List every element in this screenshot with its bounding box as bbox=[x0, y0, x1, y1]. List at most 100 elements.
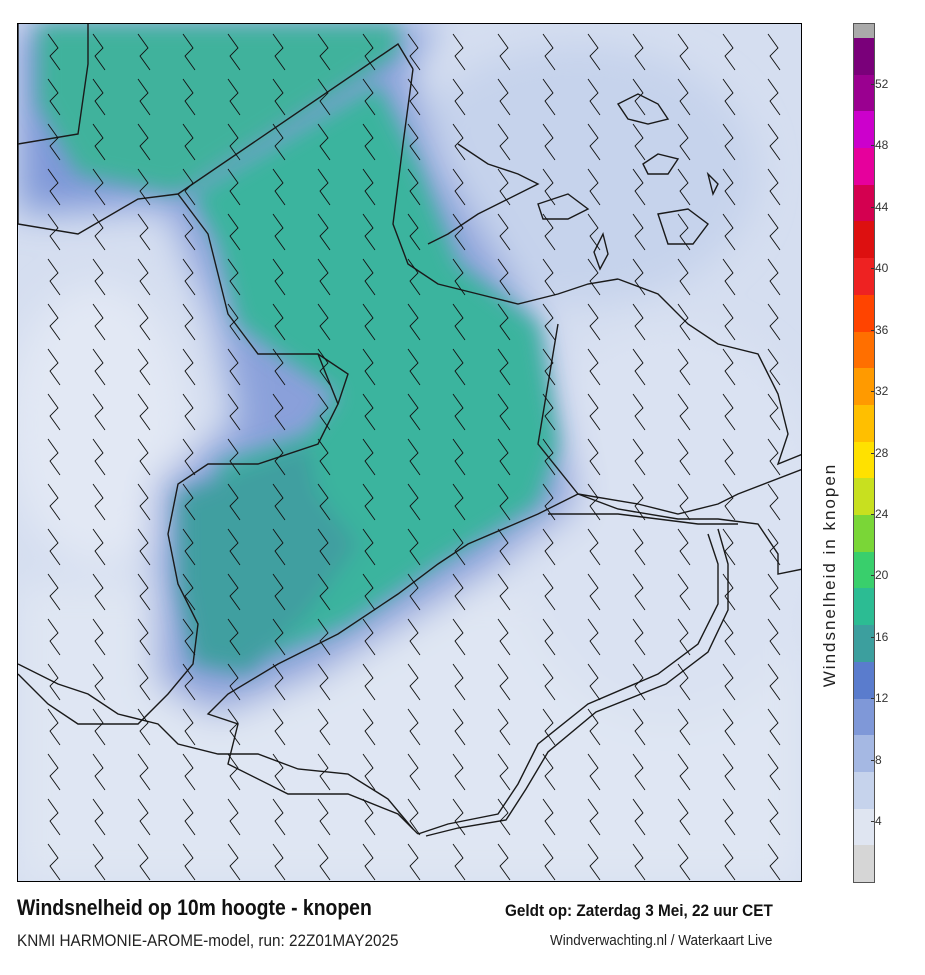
wind-barb bbox=[272, 78, 286, 116]
wind-barb bbox=[47, 753, 61, 791]
wind-barb bbox=[542, 393, 556, 431]
wind-barb bbox=[677, 438, 691, 476]
wind-barb bbox=[497, 438, 511, 476]
wind-barb bbox=[182, 78, 196, 116]
wind-barb bbox=[407, 753, 421, 791]
wind-barb bbox=[767, 573, 781, 611]
wind-barb bbox=[407, 798, 421, 836]
wind-barb bbox=[632, 78, 646, 116]
wind-barb bbox=[722, 213, 736, 251]
wind-barb bbox=[227, 798, 241, 836]
colorbar-segment bbox=[854, 698, 874, 736]
wind-barb bbox=[722, 438, 736, 476]
wind-barb bbox=[587, 348, 601, 386]
wind-barb bbox=[47, 78, 61, 116]
wind-barb bbox=[632, 393, 646, 431]
wind-barb bbox=[632, 663, 646, 701]
wind-barb bbox=[272, 798, 286, 836]
wind-barb bbox=[722, 348, 736, 386]
colorbar-tick-label: 44 bbox=[870, 199, 889, 214]
wind-barb bbox=[767, 393, 781, 431]
wind-barb bbox=[272, 213, 286, 251]
wind-barb bbox=[722, 663, 736, 701]
wind-barb bbox=[452, 258, 466, 296]
colorbar-segment bbox=[854, 38, 874, 76]
wind-barb bbox=[182, 753, 196, 791]
colorbar-tick-label: 40 bbox=[870, 261, 889, 276]
colorbar bbox=[853, 23, 875, 883]
wind-barb bbox=[407, 303, 421, 341]
wind-barb bbox=[407, 348, 421, 386]
wind-barb bbox=[542, 168, 556, 206]
wind-barb bbox=[92, 843, 106, 881]
wind-barb bbox=[677, 303, 691, 341]
colorbar-segment bbox=[854, 625, 874, 663]
colorbar-segment bbox=[854, 331, 874, 369]
wind-barb bbox=[722, 393, 736, 431]
wind-barb bbox=[47, 618, 61, 656]
wind-map[interactable] bbox=[17, 23, 802, 882]
wind-barb bbox=[542, 708, 556, 746]
wind-barb bbox=[542, 438, 556, 476]
wind-barb bbox=[542, 348, 556, 386]
wind-barb bbox=[92, 348, 106, 386]
colorbar-segment bbox=[854, 404, 874, 443]
wind-barb bbox=[587, 528, 601, 566]
wind-barb bbox=[182, 663, 196, 701]
wind-barb bbox=[497, 798, 511, 836]
wind-barb bbox=[407, 78, 421, 116]
wind-barb bbox=[182, 483, 196, 521]
wind-barb bbox=[137, 438, 151, 476]
wind-barb bbox=[182, 843, 196, 881]
wind-barb bbox=[272, 843, 286, 881]
wind-barb bbox=[362, 843, 376, 881]
wind-barb bbox=[317, 258, 331, 296]
wind-barb bbox=[182, 393, 196, 431]
wind-barb bbox=[407, 843, 421, 881]
wind-barb bbox=[767, 438, 781, 476]
colorbar-segment bbox=[854, 478, 874, 516]
wind-barb bbox=[47, 123, 61, 161]
colorbar-label: Windsnelheid in knopen bbox=[820, 462, 839, 688]
wind-barb bbox=[632, 168, 646, 206]
wind-barbs bbox=[47, 33, 781, 881]
colorbar-tick-label: 4 bbox=[871, 814, 882, 828]
wind-barb bbox=[542, 843, 556, 881]
colorbar-segment bbox=[854, 808, 874, 846]
wind-barb bbox=[632, 33, 646, 71]
wind-barb bbox=[92, 528, 106, 566]
source-credit[interactable]: Windverwachting.nl / Waterkaart Live bbox=[550, 932, 773, 949]
wind-barb bbox=[317, 483, 331, 521]
wind-barb bbox=[587, 123, 601, 161]
wind-barb bbox=[407, 618, 421, 656]
wind-zone-strong-north bbox=[38, 24, 398, 194]
wind-barb bbox=[542, 33, 556, 71]
wind-barb bbox=[722, 483, 736, 521]
wind-barb bbox=[137, 168, 151, 206]
wind-barb bbox=[632, 483, 646, 521]
colorbar-segment bbox=[854, 184, 874, 223]
wind-barb bbox=[317, 618, 331, 656]
wind-barb bbox=[452, 573, 466, 611]
wind-barb bbox=[92, 483, 106, 521]
wind-barb bbox=[677, 753, 691, 791]
wind-barb bbox=[407, 528, 421, 566]
wind-barb bbox=[677, 168, 691, 206]
wind-barb bbox=[137, 258, 151, 296]
wind-barb bbox=[362, 753, 376, 791]
wind-barb bbox=[767, 258, 781, 296]
wind-barb bbox=[317, 348, 331, 386]
wind-barb bbox=[92, 438, 106, 476]
wind-barb bbox=[272, 123, 286, 161]
wind-barb bbox=[272, 348, 286, 386]
wind-barb bbox=[452, 753, 466, 791]
wind-barb bbox=[362, 78, 376, 116]
wind-barb bbox=[407, 573, 421, 611]
wind-barb bbox=[362, 708, 376, 746]
wind-barb bbox=[497, 618, 511, 656]
wind-barb bbox=[92, 168, 106, 206]
wind-barb bbox=[677, 33, 691, 71]
wind-barb bbox=[227, 483, 241, 521]
colorbar-tick-label: 48 bbox=[870, 138, 889, 153]
wind-barb bbox=[767, 483, 781, 521]
